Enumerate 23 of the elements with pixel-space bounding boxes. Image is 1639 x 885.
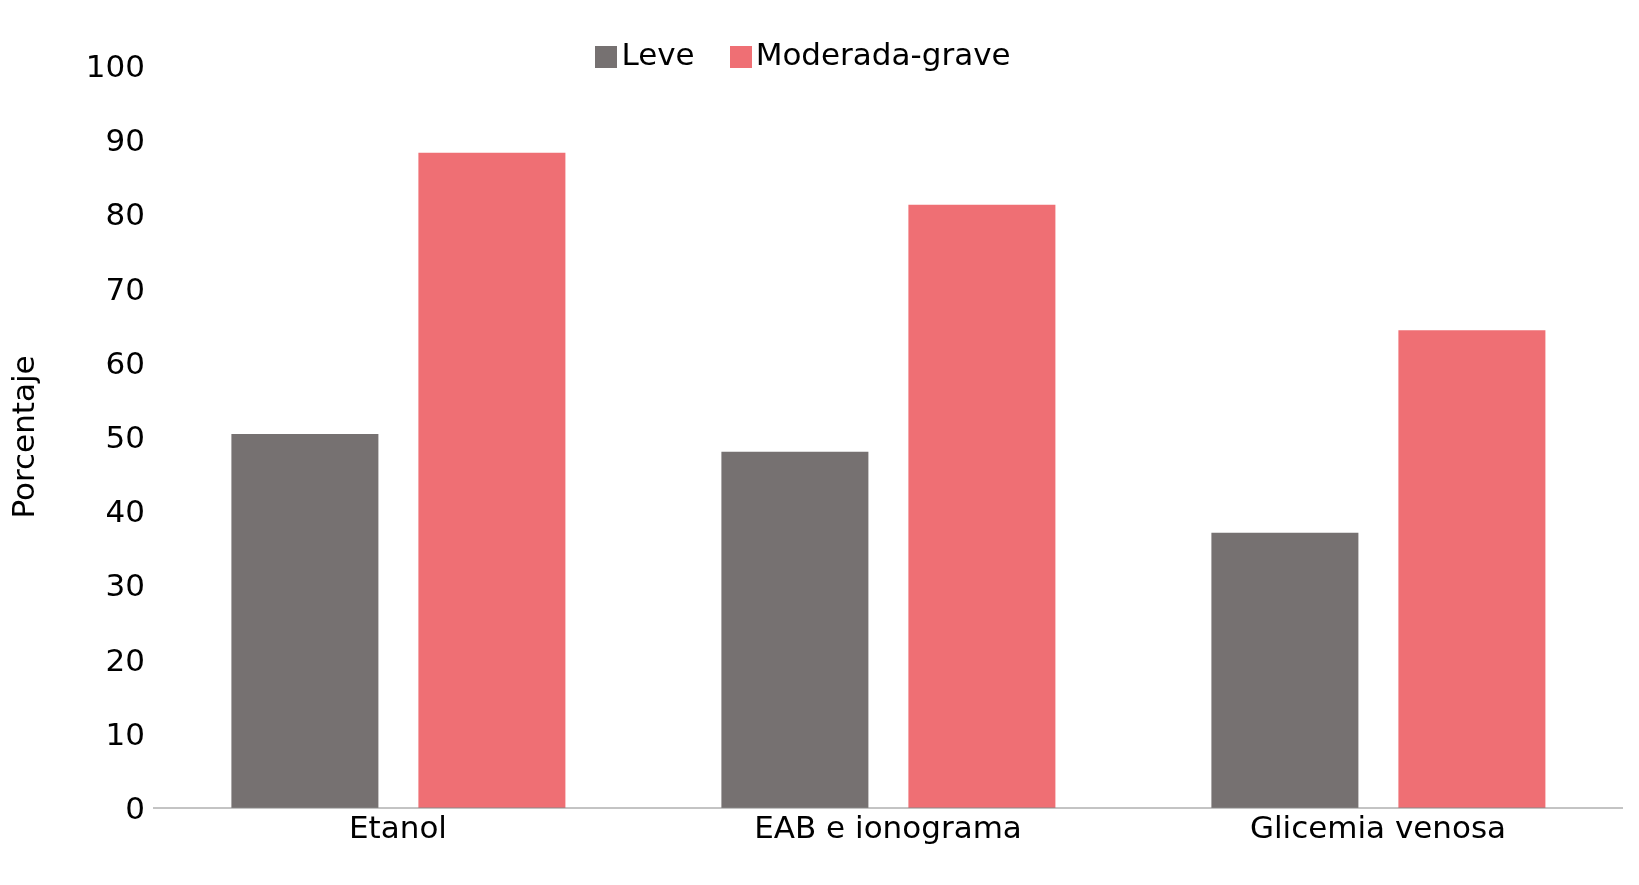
y-tick-label: 70 [105, 270, 145, 307]
y-tick-label: 100 [85, 48, 145, 84]
y-tick-label: 40 [105, 493, 145, 530]
bar [1398, 330, 1546, 808]
x-tick-label: Etanol [349, 809, 447, 846]
bar [908, 204, 1056, 808]
bar [231, 434, 379, 808]
y-axis-title: Porcentaje [5, 355, 42, 519]
y-tick-label: 50 [105, 419, 145, 456]
y-tick-label: 20 [105, 641, 145, 678]
bar [418, 152, 566, 808]
y-tick-label: 60 [105, 344, 145, 381]
y-tick-label: 90 [105, 122, 145, 159]
legend-label: Leve [621, 36, 695, 72]
legend-label: Moderada-grave [755, 36, 1011, 72]
y-tick-label: 0 [125, 790, 145, 827]
y-tick-label: 30 [105, 567, 145, 604]
bar [1211, 532, 1359, 808]
y-tick-label: 10 [105, 715, 145, 752]
y-tick-label: 80 [105, 196, 145, 233]
x-tick-label: EAB e ionograma [754, 809, 1022, 846]
bar [721, 451, 869, 808]
x-tick-label: Glicemia venosa [1249, 809, 1507, 846]
